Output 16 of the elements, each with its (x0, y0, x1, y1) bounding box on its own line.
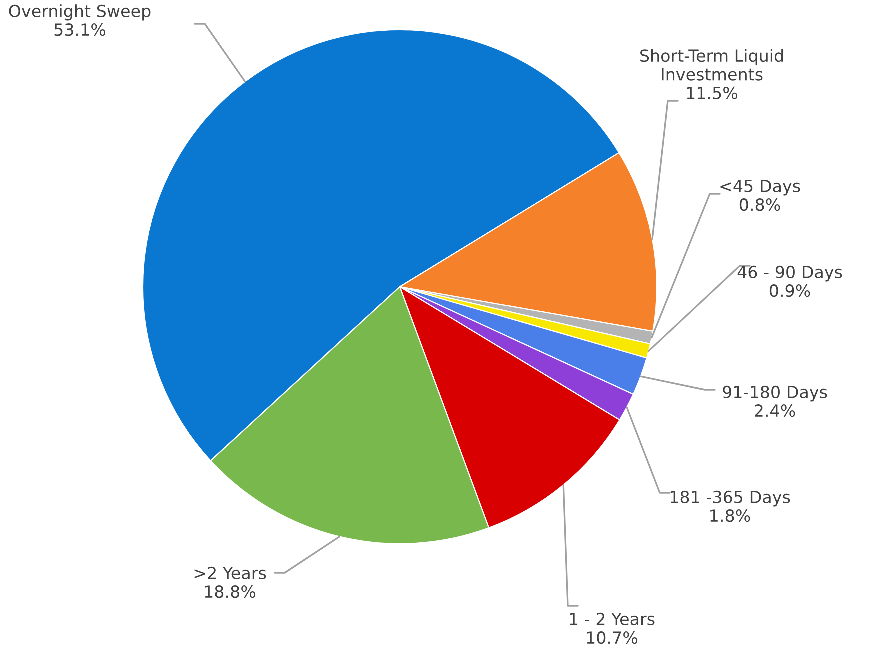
slice-label: Overnight Sweep (9, 4, 151, 21)
data-label: 18.8% (205, 586, 256, 598)
slice-label: 181 -365 Days (670, 490, 790, 507)
slice-label: <45 Days (720, 180, 800, 196)
slice-label: 91-180 Days (723, 386, 828, 402)
slice-label: >2 Years (194, 566, 266, 580)
slice-label: 46 - 90 Days (738, 266, 842, 282)
data-label: 53.1% (54, 24, 106, 36)
data-label: 0.8% (740, 198, 780, 212)
data-label: 1.8% (710, 510, 750, 522)
data-label: 0.9% (770, 284, 810, 298)
data-label: 11.5% (687, 86, 738, 100)
slice-label: 1 - 2 Years (570, 612, 655, 626)
data-label: 2.4% (755, 404, 796, 418)
slice-label: Short-Term Liquid Investments (640, 49, 784, 81)
data-label: 10.7% (587, 632, 638, 644)
